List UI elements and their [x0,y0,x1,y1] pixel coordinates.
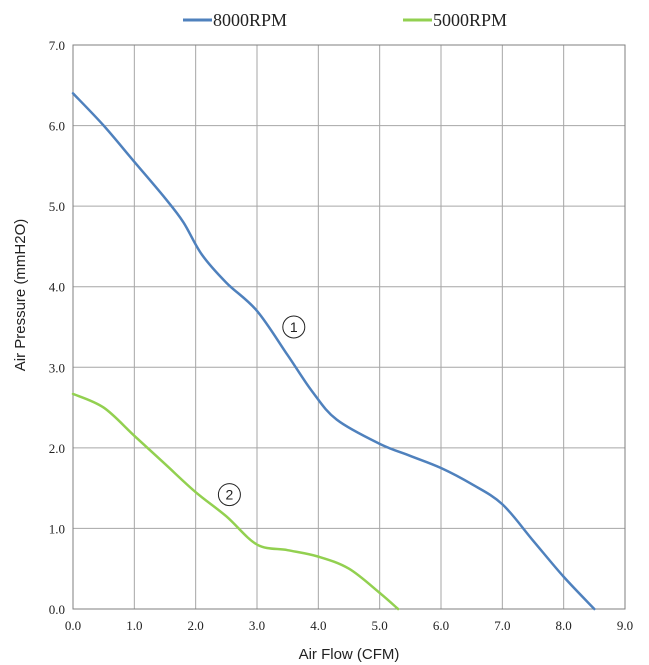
y-tick-label: 0.0 [49,602,65,617]
x-tick-label: 7.0 [494,618,510,633]
legend-label-5000rpm: 5000RPM [433,10,507,30]
plot-frame [72,44,626,610]
x-tick-label: 4.0 [310,618,326,633]
x-tick-label: 2.0 [188,618,204,633]
y-tick-label: 3.0 [49,360,65,375]
annotation-label: 2 [226,487,234,503]
x-tick-label: 6.0 [433,618,449,633]
x-tick-label: 9.0 [617,618,633,633]
x-tick-label: 8.0 [556,618,572,633]
x-tick-label: 5.0 [372,618,388,633]
y-tick-label: 6.0 [49,119,65,134]
x-axis-title: Air Flow (CFM) [299,646,400,663]
y-tick-label: 7.0 [49,38,65,53]
y-tick-label: 2.0 [49,441,65,456]
legend: 8000RPM 5000RPM [183,10,507,30]
y-tick-label: 1.0 [49,521,65,536]
series-line-8000rpm [71,92,596,611]
legend-label-8000rpm: 8000RPM [213,10,287,30]
annotation-layer: 12 [217,315,306,507]
y-tick-label: 5.0 [49,199,65,214]
grid [72,44,626,610]
annotation-label: 1 [290,319,298,335]
x-tick-label: 1.0 [126,618,142,633]
series-line-5000rpm [71,392,400,611]
x-tick-label: 0.0 [65,618,81,633]
y-axis-title: Air Pressure (mmH2O) [12,219,29,372]
tick-layer: 0.0 1.0 2.0 3.0 4.0 5.0 6.0 7.0 8.0 9.0 0.0 1.0 2.0 3… [49,38,633,633]
annotation-marker [282,315,306,339]
y-tick-label: 4.0 [49,280,65,295]
x-tick-label: 3.0 [249,618,265,633]
series-layer [71,92,596,611]
annotation-marker [217,483,241,507]
